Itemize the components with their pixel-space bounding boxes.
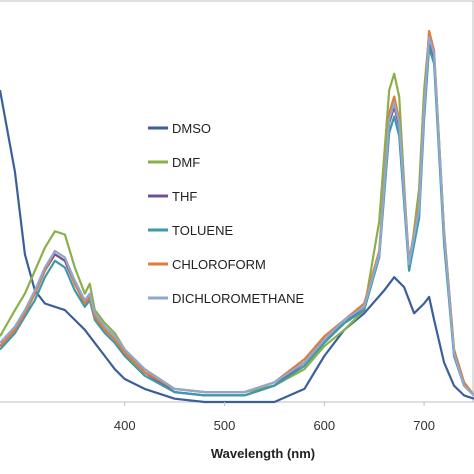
legend-label: DMSO <box>172 121 211 136</box>
legend-label: DMF <box>172 155 200 170</box>
series-line-thf <box>0 39 474 397</box>
legend-label: TOLUENE <box>172 223 233 238</box>
series-line-dmf <box>0 33 474 397</box>
series-layer <box>0 29 474 404</box>
x-axis-label: Wavelength (nm) <box>211 446 315 461</box>
legend-label: CHLOROFORM <box>172 257 266 272</box>
series-line-toluene <box>0 46 474 397</box>
series-line-dichloromethane <box>0 36 474 397</box>
series-line-chloroform <box>0 29 474 397</box>
x-tick-label: 500 <box>214 418 236 433</box>
plot-frame <box>0 0 474 403</box>
x-tick-labels: 400 500 600 700 <box>114 402 435 433</box>
legend-label: THF <box>172 189 197 204</box>
x-tick-label: 700 <box>413 418 435 433</box>
legend: DMSO DMF THF TOLUENE CHLOROFORM DICHLOROMETHA… <box>148 121 305 306</box>
x-tick-label: 400 <box>114 418 136 433</box>
legend-label: DICHLOROMETHANE <box>172 291 305 306</box>
x-tick-label: 600 <box>313 418 335 433</box>
series-line-dmso <box>0 89 474 404</box>
